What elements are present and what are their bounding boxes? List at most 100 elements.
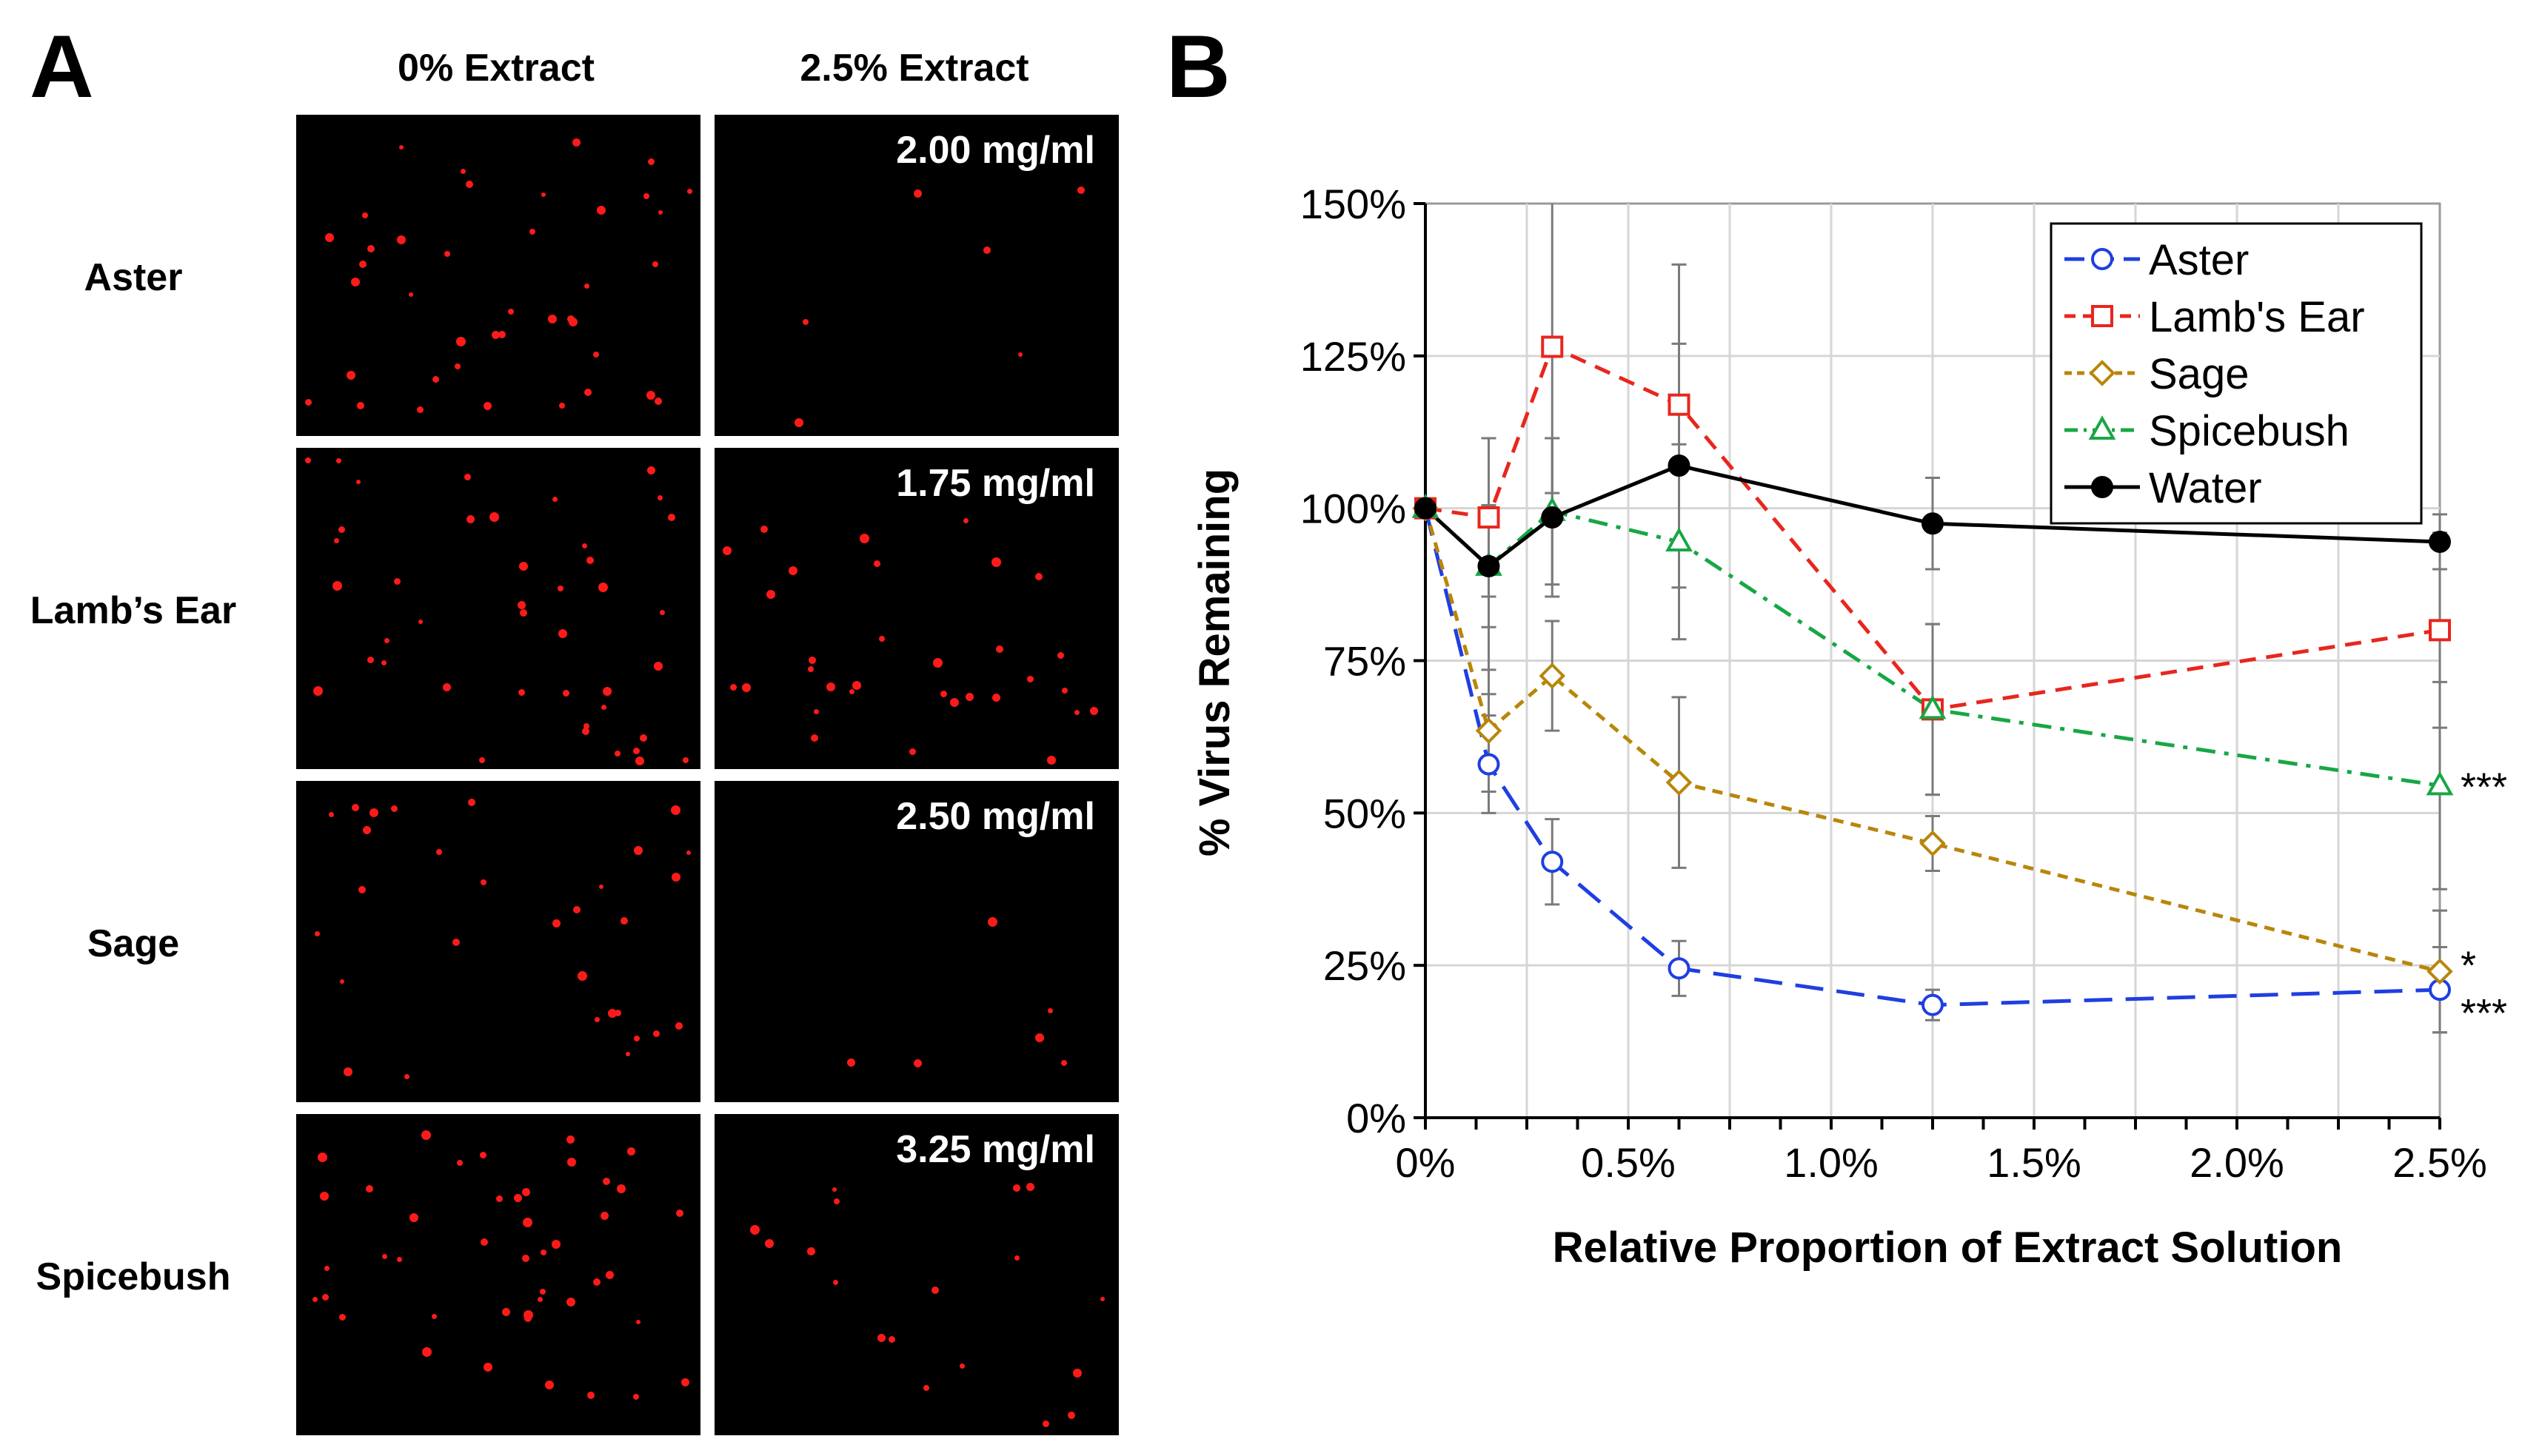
fluorescent-spot: [456, 337, 466, 346]
fluorescent-spot: [1026, 1183, 1034, 1191]
fluorescent-spot: [552, 1240, 561, 1249]
x-tick-label: 0.5%: [1581, 1139, 1676, 1186]
fluorescent-spot: [681, 1378, 689, 1386]
row-label-sage: Sage: [87, 922, 180, 965]
fluorescent-spot: [795, 418, 803, 427]
fluorescent-spot: [508, 309, 514, 315]
fluorescent-spot: [598, 583, 608, 592]
fluorescent-spot: [914, 1059, 922, 1067]
data-point: [1665, 527, 1693, 551]
fluorescent-spot: [626, 1052, 630, 1056]
fluorescent-spot: [484, 1363, 492, 1372]
data-point: [1668, 393, 1690, 416]
fluorescent-spot: [315, 931, 320, 936]
fluorescent-spot: [652, 261, 658, 267]
fluorescent-spot: [634, 1036, 640, 1041]
fluorescent-spot: [563, 690, 569, 697]
fluorescent-spot: [597, 206, 606, 215]
data-point: [1919, 830, 1946, 857]
fluorescent-spot: [723, 546, 732, 555]
fluorescent-spot: [489, 512, 499, 522]
fluorescent-spot: [520, 609, 527, 617]
fluorescent-spot: [671, 805, 680, 815]
fluorescent-spot: [418, 620, 423, 624]
fluorescent-spot: [492, 331, 500, 339]
fluorescent-spot: [960, 1363, 965, 1369]
fluorescent-spot: [599, 885, 603, 889]
x-tick-label: 2.0%: [2190, 1139, 2284, 1186]
x-tick-label: 1.0%: [1784, 1139, 1879, 1186]
fluorescent-spot: [529, 229, 535, 235]
data-point: [1668, 454, 1690, 477]
fluorescent-spot: [394, 578, 401, 585]
fluorescent-spot: [760, 526, 768, 533]
fluorescent-spot: [584, 389, 592, 396]
fluorescent-spot: [566, 1135, 575, 1144]
fluorescent-spot: [991, 557, 1001, 567]
data-point: [1539, 662, 1566, 689]
data-point: [2426, 771, 2454, 796]
micrograph-aster-0: [296, 115, 700, 436]
fluorescent-spot: [351, 278, 360, 286]
row-label-spicebush: Spicebush: [36, 1255, 231, 1298]
fluorescent-spot: [522, 1188, 530, 1196]
fluorescent-spot: [457, 1160, 463, 1166]
fluorescent-spot: [635, 756, 644, 765]
fluorescent-spot: [480, 1152, 486, 1158]
fluorescent-spot: [541, 192, 546, 197]
fluorescent-spot: [601, 1212, 609, 1220]
fluorescent-spot: [646, 391, 655, 400]
fluorescent-spot: [332, 581, 342, 591]
fluorescent-spot: [399, 145, 404, 150]
fluorescent-spot: [849, 689, 854, 694]
fluorescent-spot: [1073, 1369, 1082, 1378]
fluorescent-spot: [988, 917, 997, 927]
fluorescent-spot: [559, 403, 565, 409]
fluorescent-spot: [479, 757, 485, 763]
y-tick-label: 50%: [1323, 790, 1406, 836]
fluorescent-spot: [481, 1238, 488, 1246]
legend-marker: [2089, 360, 2115, 386]
fluorescent-spot: [545, 1380, 554, 1389]
fluorescent-spot: [484, 402, 492, 410]
fluorescent-spot: [514, 1194, 522, 1202]
panel-b-letter: B: [1166, 17, 1231, 116]
fluorescent-spot: [983, 246, 991, 254]
fluorescent-spot: [455, 363, 461, 369]
micrograph-lambs-ear-2-5: 1.75 mg/ml: [715, 448, 1119, 769]
legend-label: Sage: [2149, 350, 2249, 398]
fluorescent-spot: [318, 1153, 327, 1162]
micrograph-sage-0: [296, 781, 700, 1102]
fluorescent-spot: [675, 1022, 683, 1030]
fluorescent-spot: [582, 728, 589, 735]
fluorescent-spot: [444, 251, 450, 257]
fluorescent-spot: [572, 138, 581, 147]
fluorescent-spot: [636, 1320, 640, 1324]
fluorescent-spot: [923, 1385, 929, 1391]
fluorescent-spot: [552, 919, 561, 927]
y-tick-label: 75%: [1323, 638, 1406, 685]
data-point: [1541, 851, 1564, 873]
fluorescent-spot: [909, 748, 916, 755]
data-point: [1541, 335, 1564, 358]
data-point: [1475, 717, 1502, 744]
data-point: [1919, 694, 1947, 719]
fluorescent-spot: [643, 193, 649, 199]
fluorescent-spot: [992, 694, 1000, 702]
fluorescent-spot: [1061, 1060, 1067, 1066]
fluorescent-spot: [834, 1198, 840, 1204]
fluorescent-spot: [436, 849, 442, 855]
fluorescent-spot: [833, 1280, 838, 1285]
micrograph-spicebush-0: [296, 1114, 700, 1435]
fluorescent-spot: [1013, 1184, 1020, 1192]
column-header-2-5-extract: 2.5% Extract: [800, 47, 1029, 90]
data-point: [1541, 506, 1564, 529]
fluorescent-spot: [381, 660, 387, 665]
fluorescent-spot: [1100, 1297, 1105, 1301]
fluorescent-spot: [655, 397, 662, 405]
fluorescent-spot: [595, 1017, 600, 1022]
fluorescent-spot: [502, 1308, 510, 1316]
data-point: [1665, 769, 1693, 796]
fluorescent-spot: [950, 698, 959, 707]
fluorescent-spot: [391, 805, 398, 812]
